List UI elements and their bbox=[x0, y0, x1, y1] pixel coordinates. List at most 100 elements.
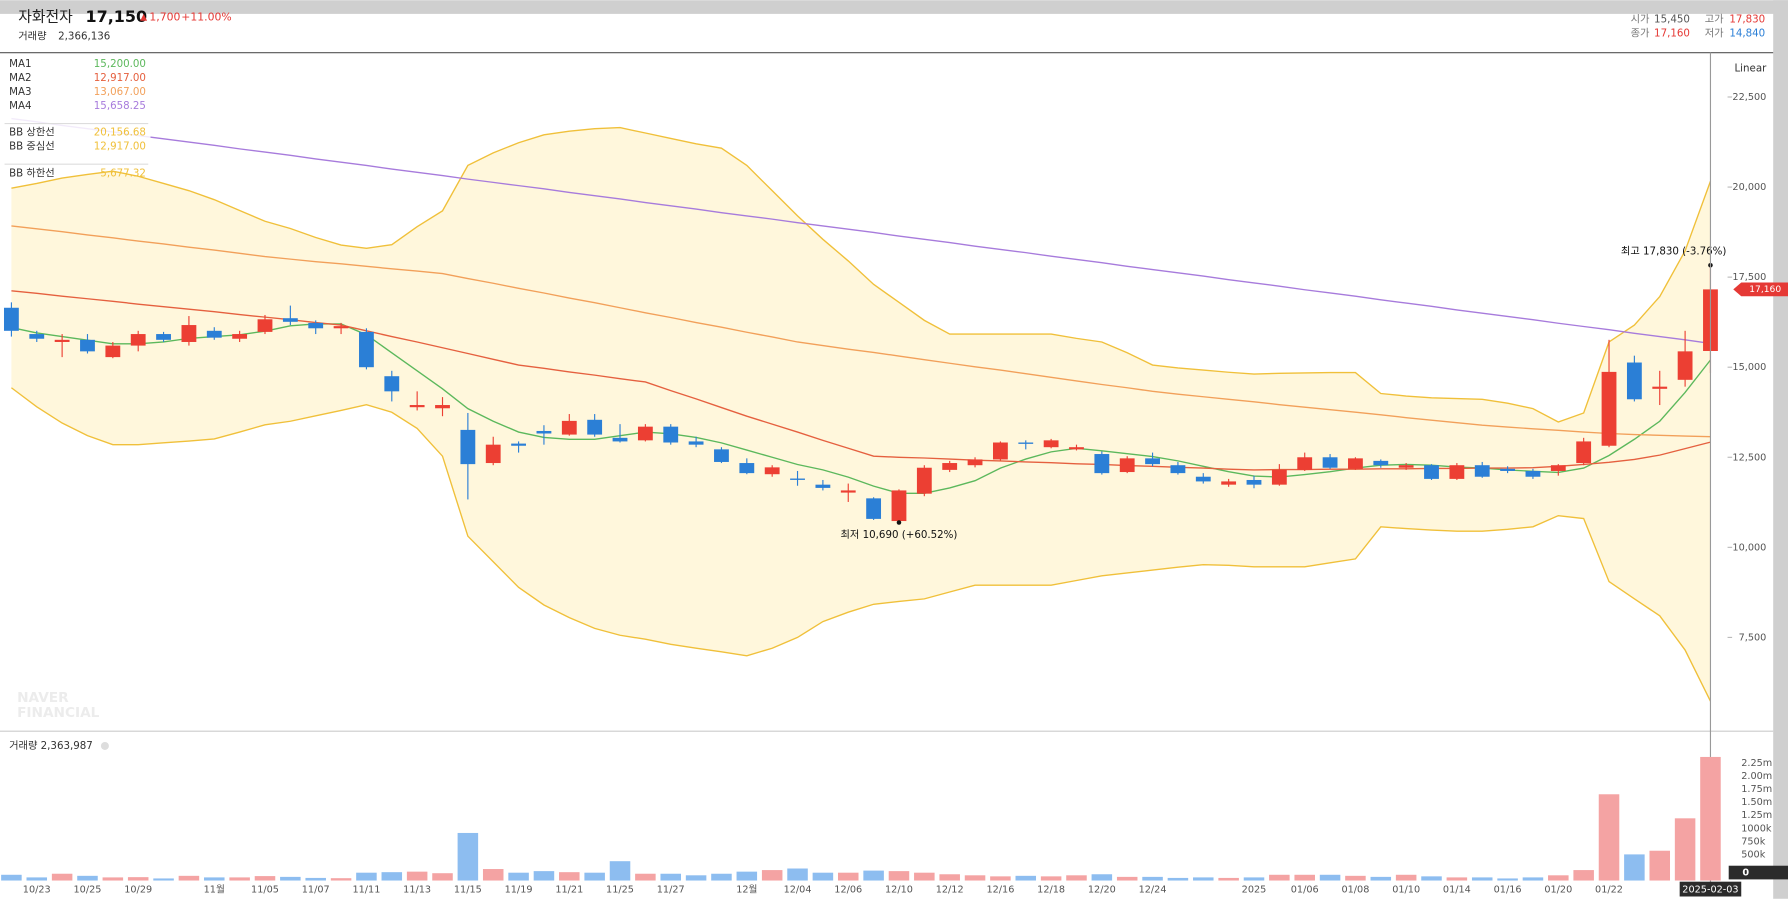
candle-body bbox=[80, 339, 95, 352]
candle-body bbox=[764, 467, 780, 475]
candle-body bbox=[1550, 465, 1566, 471]
watermark: FINANCIAL bbox=[17, 705, 100, 721]
volume-bar bbox=[761, 870, 783, 881]
volume-bar bbox=[1624, 854, 1645, 881]
band-fill bbox=[11, 127, 1711, 702]
volume-bar bbox=[457, 832, 479, 881]
stock-name: 자화전자 bbox=[18, 8, 73, 25]
ohlc-label: 저가 bbox=[1705, 27, 1724, 39]
x-tick-label: 01/14 bbox=[1443, 885, 1471, 896]
candle-body bbox=[1094, 454, 1110, 474]
candle-body bbox=[561, 420, 577, 435]
volume-tick-label: 1.50m bbox=[1741, 797, 1772, 808]
volume-bar bbox=[102, 877, 124, 881]
legend-value: 5,677.32 bbox=[100, 167, 146, 179]
volume-label: 거래량 bbox=[18, 31, 47, 43]
volume-tick-label: 1.75m bbox=[1741, 784, 1772, 795]
price-change-pct: +11.00% bbox=[181, 10, 231, 23]
volume-tick-label: 0 bbox=[1742, 868, 1749, 879]
volume-bar bbox=[863, 870, 884, 881]
ohlc-label: 고가 bbox=[1705, 14, 1724, 26]
x-tick-label: 11/15 bbox=[454, 885, 482, 896]
volume-value: 2,366,136 bbox=[58, 31, 110, 43]
volume-bar bbox=[1091, 874, 1113, 881]
candle-body bbox=[1195, 476, 1211, 482]
x-tick-label: 01/22 bbox=[1595, 885, 1623, 896]
volume-bar bbox=[280, 876, 301, 881]
watermark: NAVER bbox=[17, 690, 69, 706]
volume-tick-label: 2.25m bbox=[1741, 758, 1772, 769]
candle-body bbox=[967, 459, 983, 466]
settings-icon[interactable] bbox=[100, 741, 109, 750]
candle-body bbox=[1398, 465, 1414, 468]
x-tick-label: 12/10 bbox=[885, 885, 913, 896]
volume-bar bbox=[1421, 876, 1442, 881]
volume-bar bbox=[1116, 876, 1138, 881]
volume-bar bbox=[482, 869, 504, 881]
legend-name: MA4 bbox=[9, 100, 31, 112]
candle-body bbox=[790, 478, 805, 480]
ohlc-value: 17,160 bbox=[1654, 27, 1690, 39]
min-label: 최저 10,690 (+60.52%) bbox=[841, 529, 958, 541]
y-tick-label: 15,000 bbox=[1732, 362, 1766, 373]
x-tick-label: 11월 bbox=[204, 884, 225, 896]
y-tick-label: 20,000 bbox=[1732, 182, 1766, 193]
volume-bar bbox=[432, 873, 453, 881]
candle-body bbox=[1297, 457, 1313, 470]
volume-bar bbox=[1, 874, 22, 881]
scale-toggle[interactable]: Linear bbox=[1734, 63, 1767, 75]
candle-body bbox=[942, 463, 958, 470]
x-tick-label: 01/06 bbox=[1291, 885, 1319, 896]
candle-body bbox=[688, 441, 704, 445]
volume-bar bbox=[1471, 877, 1493, 881]
legend-value: 12,917.00 bbox=[94, 141, 146, 153]
candle-body bbox=[637, 426, 653, 441]
candle-body bbox=[257, 319, 273, 332]
candle-body bbox=[739, 463, 755, 474]
x-tick-label: 11/05 bbox=[251, 885, 279, 896]
x-tick-label: 01/10 bbox=[1392, 885, 1420, 896]
volume-bar bbox=[1446, 877, 1468, 881]
up-arrow bbox=[140, 13, 148, 21]
candle-body bbox=[1246, 479, 1262, 485]
x-tick-label: 12/16 bbox=[986, 885, 1014, 896]
volume-panel-title: 거래량 2,363,987 bbox=[9, 740, 93, 752]
legend-name: MA3 bbox=[9, 86, 31, 98]
volume-bar bbox=[559, 872, 580, 881]
volume-bar bbox=[1015, 875, 1037, 881]
candle-body bbox=[840, 490, 856, 493]
volume-bar bbox=[1269, 874, 1290, 881]
candle-body bbox=[891, 490, 907, 522]
candle-body bbox=[866, 498, 882, 519]
volume-bar bbox=[406, 871, 428, 881]
volume-bar bbox=[330, 878, 352, 881]
plot: 최고 17,830 (-3.76%) 최저 10,690 (+60.52%) 7,5… bbox=[1, 52, 1788, 897]
x-tick-label: 10/25 bbox=[74, 885, 102, 896]
candle-body bbox=[1652, 386, 1668, 389]
candle-body bbox=[460, 429, 476, 465]
candle-body bbox=[815, 484, 831, 488]
volume-bar bbox=[1370, 876, 1392, 881]
candle-body bbox=[916, 467, 932, 494]
candle-body bbox=[1170, 465, 1186, 474]
volume-bar bbox=[254, 876, 276, 881]
candle-body bbox=[333, 326, 349, 329]
candle-body bbox=[359, 331, 374, 368]
candle-body bbox=[3, 307, 19, 331]
candle-body bbox=[536, 430, 552, 434]
legend-name: BB 중심선 bbox=[9, 141, 55, 153]
candle-body bbox=[1322, 457, 1338, 468]
volume-bar bbox=[888, 871, 910, 881]
candle-body bbox=[54, 339, 70, 342]
legend-value: 15,658.25 bbox=[94, 100, 146, 112]
x-tick-label: 12/24 bbox=[1139, 885, 1167, 896]
legend-name: BB 상한선 bbox=[9, 127, 55, 139]
candle-body bbox=[1348, 458, 1363, 469]
ma-line bbox=[11, 117, 1711, 345]
candle-body bbox=[485, 444, 501, 464]
last-price-label: 17,160 bbox=[1749, 285, 1781, 295]
volume-bar bbox=[51, 873, 73, 881]
candle-body bbox=[1043, 440, 1059, 448]
